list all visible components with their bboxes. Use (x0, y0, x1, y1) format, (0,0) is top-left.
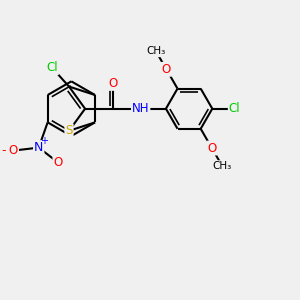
Text: -: - (2, 144, 6, 157)
Text: CH₃: CH₃ (213, 161, 232, 171)
Text: O: O (53, 156, 63, 169)
Text: O: O (162, 63, 171, 76)
Text: O: O (109, 77, 118, 90)
Text: +: + (40, 136, 48, 146)
Text: N: N (34, 141, 43, 154)
Text: O: O (9, 144, 18, 157)
Text: NH: NH (132, 102, 149, 115)
Text: O: O (207, 142, 217, 154)
Text: CH₃: CH₃ (146, 46, 166, 56)
Text: Cl: Cl (46, 61, 58, 74)
Text: Cl: Cl (229, 102, 240, 115)
Text: S: S (65, 124, 73, 137)
